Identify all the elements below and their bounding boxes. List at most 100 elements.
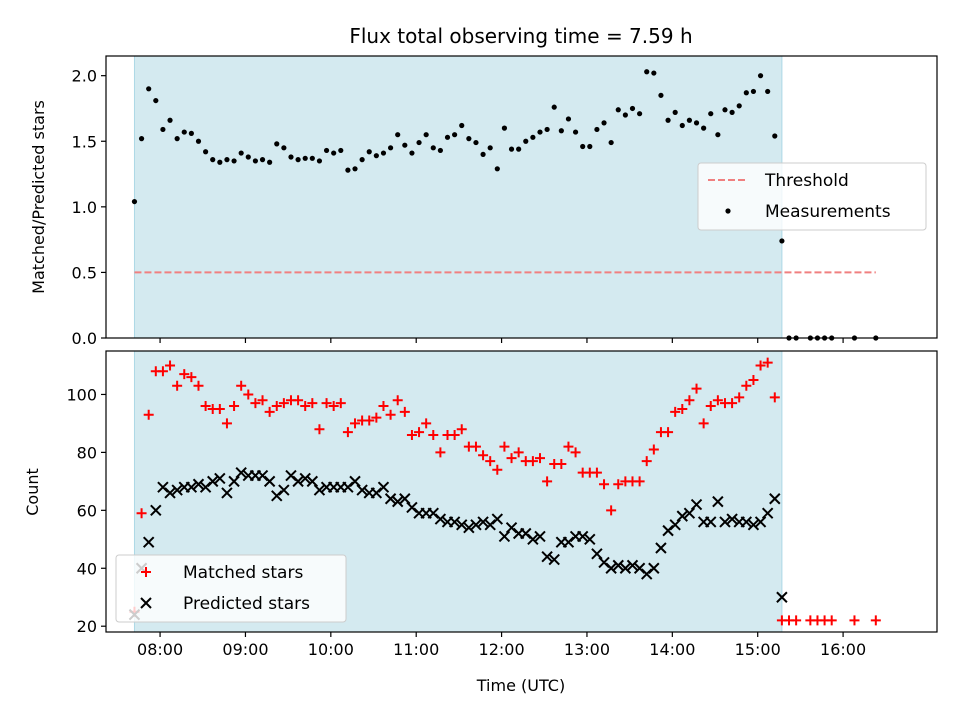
measurement-point [267, 159, 273, 165]
matched-stars-point [428, 430, 439, 441]
ratio-y-tick-label: 2.0 [72, 67, 97, 86]
count-axes-frame [105, 350, 938, 633]
x-tick-label: 15:00 [735, 640, 781, 659]
matched-stars-point [478, 450, 489, 461]
measurement-point [188, 130, 194, 136]
ratio-y-tick-label: 0.0 [72, 329, 97, 348]
matched-stars-point [449, 430, 460, 441]
measurement-point [686, 117, 693, 123]
x-axis-label: Time (UTC) [476, 676, 565, 695]
matched-stars-point [179, 369, 190, 380]
matched-stars-point [136, 508, 147, 519]
measurement-point [772, 133, 778, 139]
matched-stars-point [563, 441, 574, 452]
predicted-stars-point [761, 507, 774, 519]
x-tick-label: 14:00 [649, 640, 695, 659]
predicted-stars-point [263, 475, 276, 488]
measurement-point [658, 92, 664, 98]
matched-stars-point [214, 403, 225, 414]
matched-stars-point [712, 395, 723, 406]
measurement-point [459, 122, 465, 129]
matched-stars-point [527, 456, 538, 467]
ratio-legend: Threshold Measurements [697, 162, 927, 231]
measurement-point [644, 69, 650, 75]
measurement-point [437, 147, 443, 154]
matched-stars-point [328, 401, 339, 412]
matched-stars-point [613, 479, 624, 490]
ratio-y-tick-label: 0.5 [72, 263, 97, 282]
ratio-y-tick-label: 1.5 [72, 132, 97, 151]
measurement-point [338, 147, 344, 154]
matched-stars-point [335, 398, 346, 409]
measurement-point [779, 238, 785, 244]
matched-stars-point [229, 401, 240, 412]
matched-stars-point [364, 415, 375, 426]
predicted-stars-point [705, 516, 717, 528]
measurement-point [146, 86, 152, 92]
x-tick-label: 12:00 [479, 640, 525, 659]
matched-stars-point [534, 453, 545, 464]
matched-stars-point [221, 418, 232, 429]
predicted-stars-point [456, 519, 468, 531]
matched-stars-point [172, 380, 183, 391]
matched-stars-point [762, 357, 773, 368]
count-y-tick-label: 100 [66, 385, 97, 404]
measurement-point [210, 157, 216, 163]
matched-stars-point [748, 374, 759, 385]
measurement-point [195, 138, 202, 144]
measurement-point [651, 70, 657, 76]
measurement-point [736, 103, 742, 109]
predicted-stars-point [171, 484, 183, 496]
measurement-point [601, 120, 607, 126]
predicted-stars-point [448, 516, 461, 528]
measurement-point [551, 104, 557, 110]
matched-stars-point [378, 401, 389, 412]
measurement-point [359, 157, 365, 163]
predicted-stars-point [655, 542, 667, 554]
measurement-point [395, 132, 401, 138]
measurement-point [153, 97, 159, 104]
measurement-point [416, 139, 422, 146]
predicted-stars-point [434, 513, 447, 525]
measurement-point [693, 120, 700, 126]
x-tick-label: 11:00 [393, 640, 439, 659]
matched-stars-point [186, 372, 197, 383]
x-tick-label: 10:00 [308, 640, 354, 659]
predicted-stars-point [690, 498, 703, 511]
measurement-point [715, 132, 721, 138]
matched-stars-point [705, 401, 716, 412]
measurement-point [295, 157, 301, 163]
predicted-stars-point [719, 516, 731, 528]
predicted-stars-point [726, 513, 738, 525]
measurement-point [729, 109, 735, 115]
measurement-point [750, 88, 757, 95]
matched-stars-point [314, 424, 325, 435]
measurement-point [629, 105, 636, 112]
measurement-point [309, 155, 315, 161]
matched-stars-point [414, 427, 425, 438]
matched-stars-point [542, 476, 553, 487]
matched-stars-point [670, 406, 681, 417]
legend-measurements-swatch [725, 208, 731, 214]
legend-matched-swatch [141, 567, 151, 577]
measurement-point [743, 90, 749, 96]
predicted-stars-point [292, 475, 304, 488]
legend-label: Measurements [765, 202, 891, 222]
measurement-point [423, 132, 429, 138]
chart-title: Flux total observing time = 7.59 h [349, 24, 692, 48]
ratio-series-dot [131, 69, 879, 341]
predicted-stars-point [591, 548, 603, 560]
measurement-point [167, 117, 173, 123]
legend-box [115, 554, 347, 623]
matched-stars-point [849, 615, 860, 626]
matched-stars-point [485, 456, 496, 467]
measurement-point [615, 107, 621, 113]
matched-stars-point [741, 380, 752, 391]
measurement-point [231, 158, 237, 164]
matched-stars-point [677, 403, 688, 414]
x-tick-label: 09:00 [222, 640, 268, 659]
measurement-point [487, 145, 493, 151]
ratio-observing-window [133, 55, 783, 339]
measurement-point [708, 111, 714, 117]
